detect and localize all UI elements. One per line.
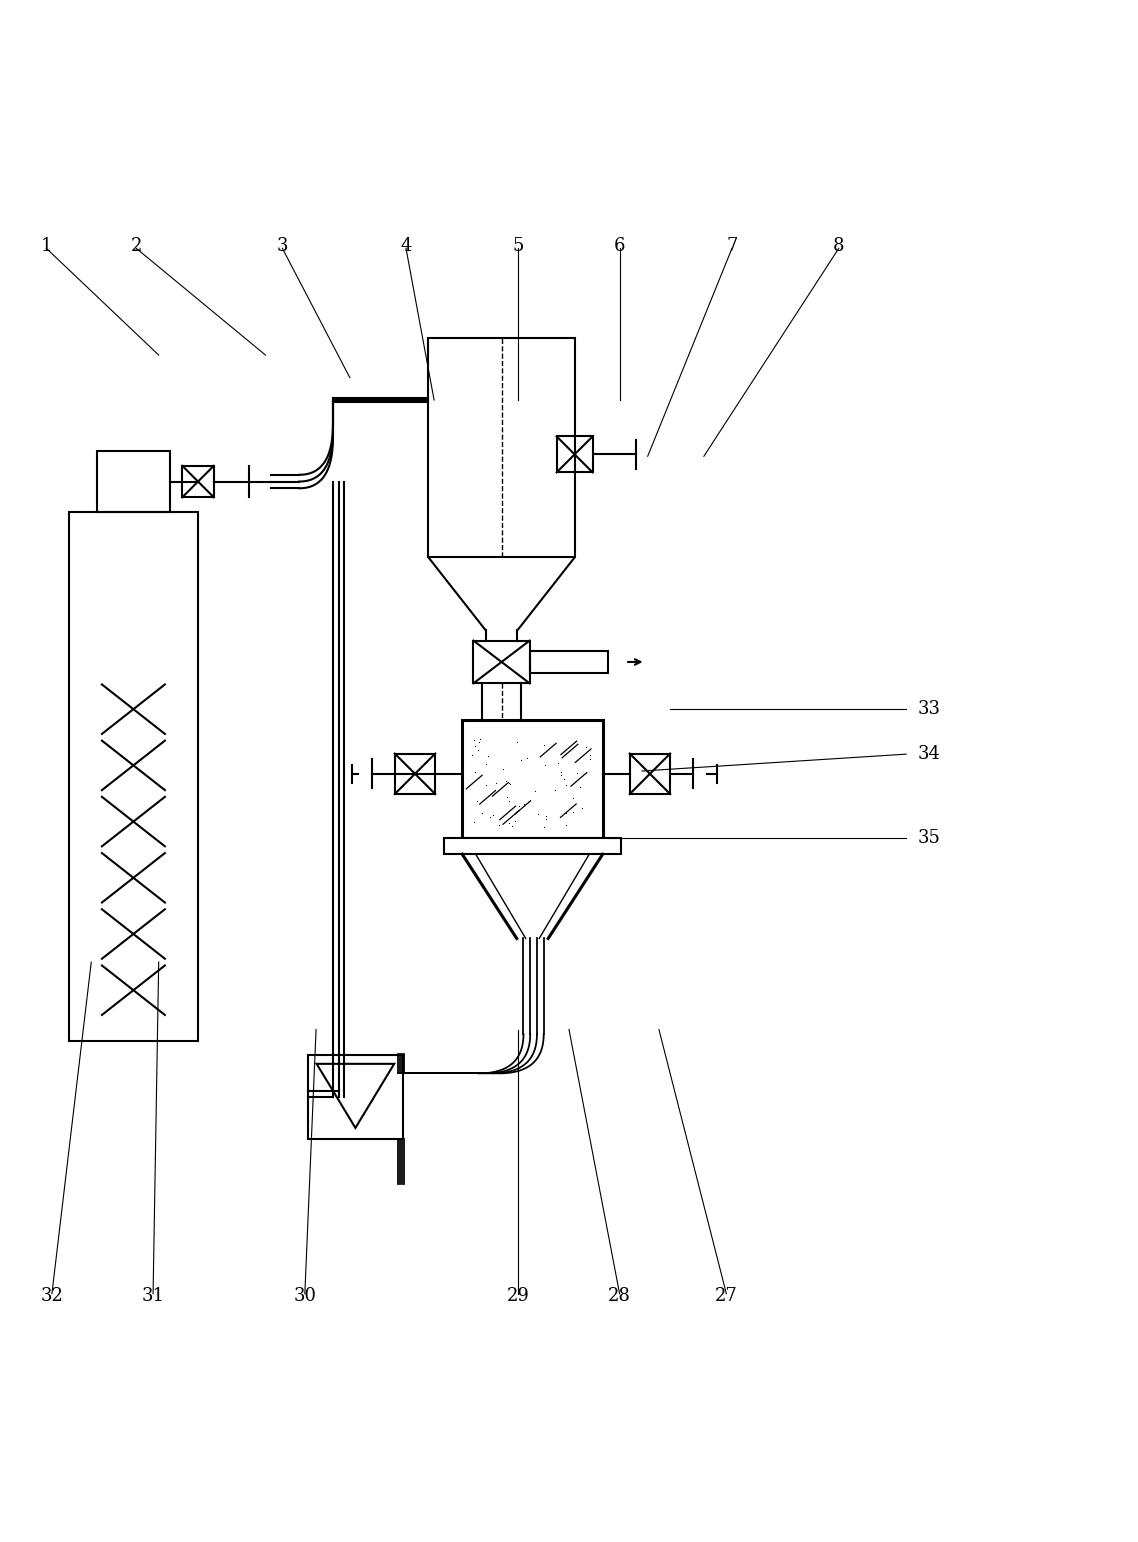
Text: 4: 4 — [401, 237, 412, 254]
Text: 31: 31 — [141, 1288, 165, 1305]
Text: 8: 8 — [833, 237, 844, 254]
Text: 29: 29 — [506, 1288, 530, 1305]
Bar — [473, 640, 529, 683]
Bar — [529, 651, 609, 674]
Bar — [307, 1055, 403, 1140]
Text: 30: 30 — [294, 1288, 316, 1305]
Text: 3: 3 — [277, 237, 288, 254]
Text: 28: 28 — [608, 1288, 632, 1305]
Text: 7: 7 — [726, 237, 737, 254]
Text: 32: 32 — [41, 1288, 64, 1305]
Bar — [462, 720, 603, 839]
Text: 27: 27 — [715, 1288, 737, 1305]
Text: 34: 34 — [917, 745, 940, 763]
Text: 1: 1 — [41, 237, 52, 254]
Bar — [182, 466, 214, 497]
Bar — [68, 512, 198, 1041]
Text: 5: 5 — [513, 237, 525, 254]
Bar — [395, 754, 435, 794]
Bar — [444, 839, 620, 854]
Bar — [629, 754, 670, 794]
Text: 33: 33 — [917, 700, 940, 719]
Bar — [429, 338, 575, 557]
Text: 35: 35 — [917, 830, 940, 848]
Bar — [556, 436, 593, 472]
Text: 2: 2 — [131, 237, 142, 254]
Bar — [97, 450, 170, 512]
Text: 6: 6 — [613, 237, 626, 254]
